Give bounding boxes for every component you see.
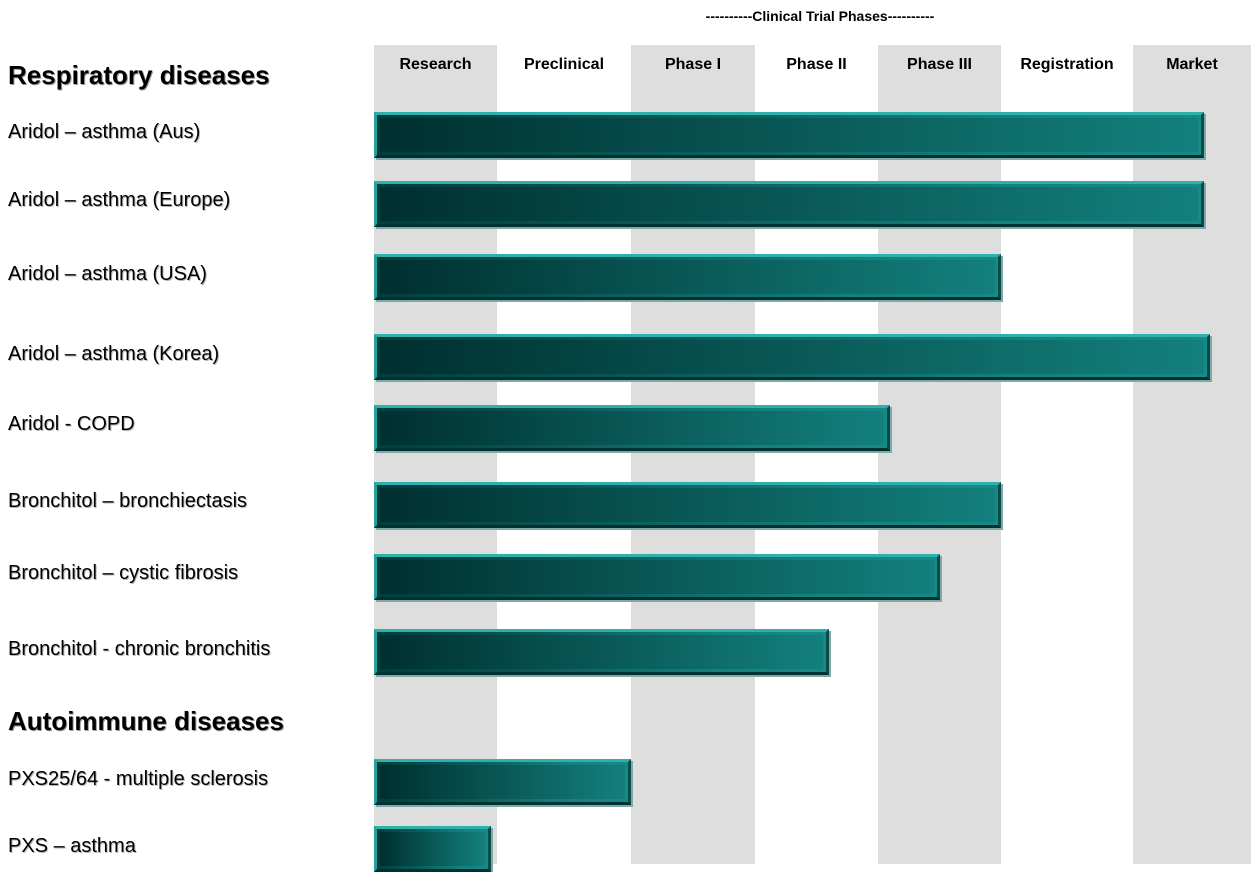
- row-label: Bronchitol – bronchiectasis: [8, 490, 248, 512]
- progress-bar: [374, 254, 1001, 300]
- progress-bar-fill: [380, 260, 995, 294]
- section-title: Respiratory diseases: [8, 60, 270, 90]
- progress-bar: [374, 759, 631, 805]
- progress-bar-fill: [380, 411, 885, 445]
- progress-bar: [374, 482, 1001, 528]
- progress-bar: [374, 112, 1204, 158]
- row-label: Bronchitol – cystic fibrosis: [8, 562, 239, 584]
- progress-bar-fill: [380, 832, 485, 866]
- progress-bar-fill: [380, 765, 625, 799]
- progress-bar-fill: [380, 118, 1198, 152]
- row-label: Aridol – asthma (Europe): [8, 189, 231, 211]
- phase-label: Phase III: [907, 56, 972, 73]
- progress-bar-fill: [380, 635, 823, 669]
- row-label: PXS – asthma: [8, 835, 136, 857]
- chart-title: ----------Clinical Trial Phases---------…: [705, 8, 935, 24]
- progress-bar: [374, 629, 829, 675]
- phase-label: Research: [399, 56, 472, 73]
- progress-bar: [374, 554, 940, 600]
- row-label: Aridol – asthma (Aus): [8, 121, 201, 143]
- phase-band: [631, 45, 755, 864]
- phase-label: Preclinical: [523, 56, 605, 73]
- section-title: Autoimmune diseases: [8, 706, 284, 736]
- progress-bar-fill: [380, 340, 1204, 374]
- row-label: Bronchitol - chronic bronchitis: [8, 638, 271, 660]
- progress-bar: [374, 826, 491, 872]
- progress-bar: [374, 405, 891, 451]
- phase-label: Registration: [1020, 56, 1114, 73]
- row-label: Aridol - COPD: [8, 413, 135, 435]
- row-label: Aridol – asthma (Korea): [8, 343, 220, 365]
- row-label: PXS25/64 - multiple sclerosis: [8, 768, 269, 790]
- phase-band: [878, 45, 1001, 864]
- phase-label: Phase I: [664, 56, 722, 73]
- phase-band: [374, 45, 497, 864]
- progress-bar: [374, 181, 1204, 227]
- phase-band: [1133, 45, 1251, 864]
- progress-bar: [374, 334, 1210, 380]
- phase-label: Phase II: [786, 56, 847, 73]
- phase-label: Market: [1166, 56, 1218, 73]
- progress-bar-fill: [380, 187, 1198, 221]
- row-label: Aridol – asthma (USA): [8, 263, 207, 285]
- progress-bar-fill: [380, 488, 995, 522]
- progress-bar-fill: [380, 560, 934, 594]
